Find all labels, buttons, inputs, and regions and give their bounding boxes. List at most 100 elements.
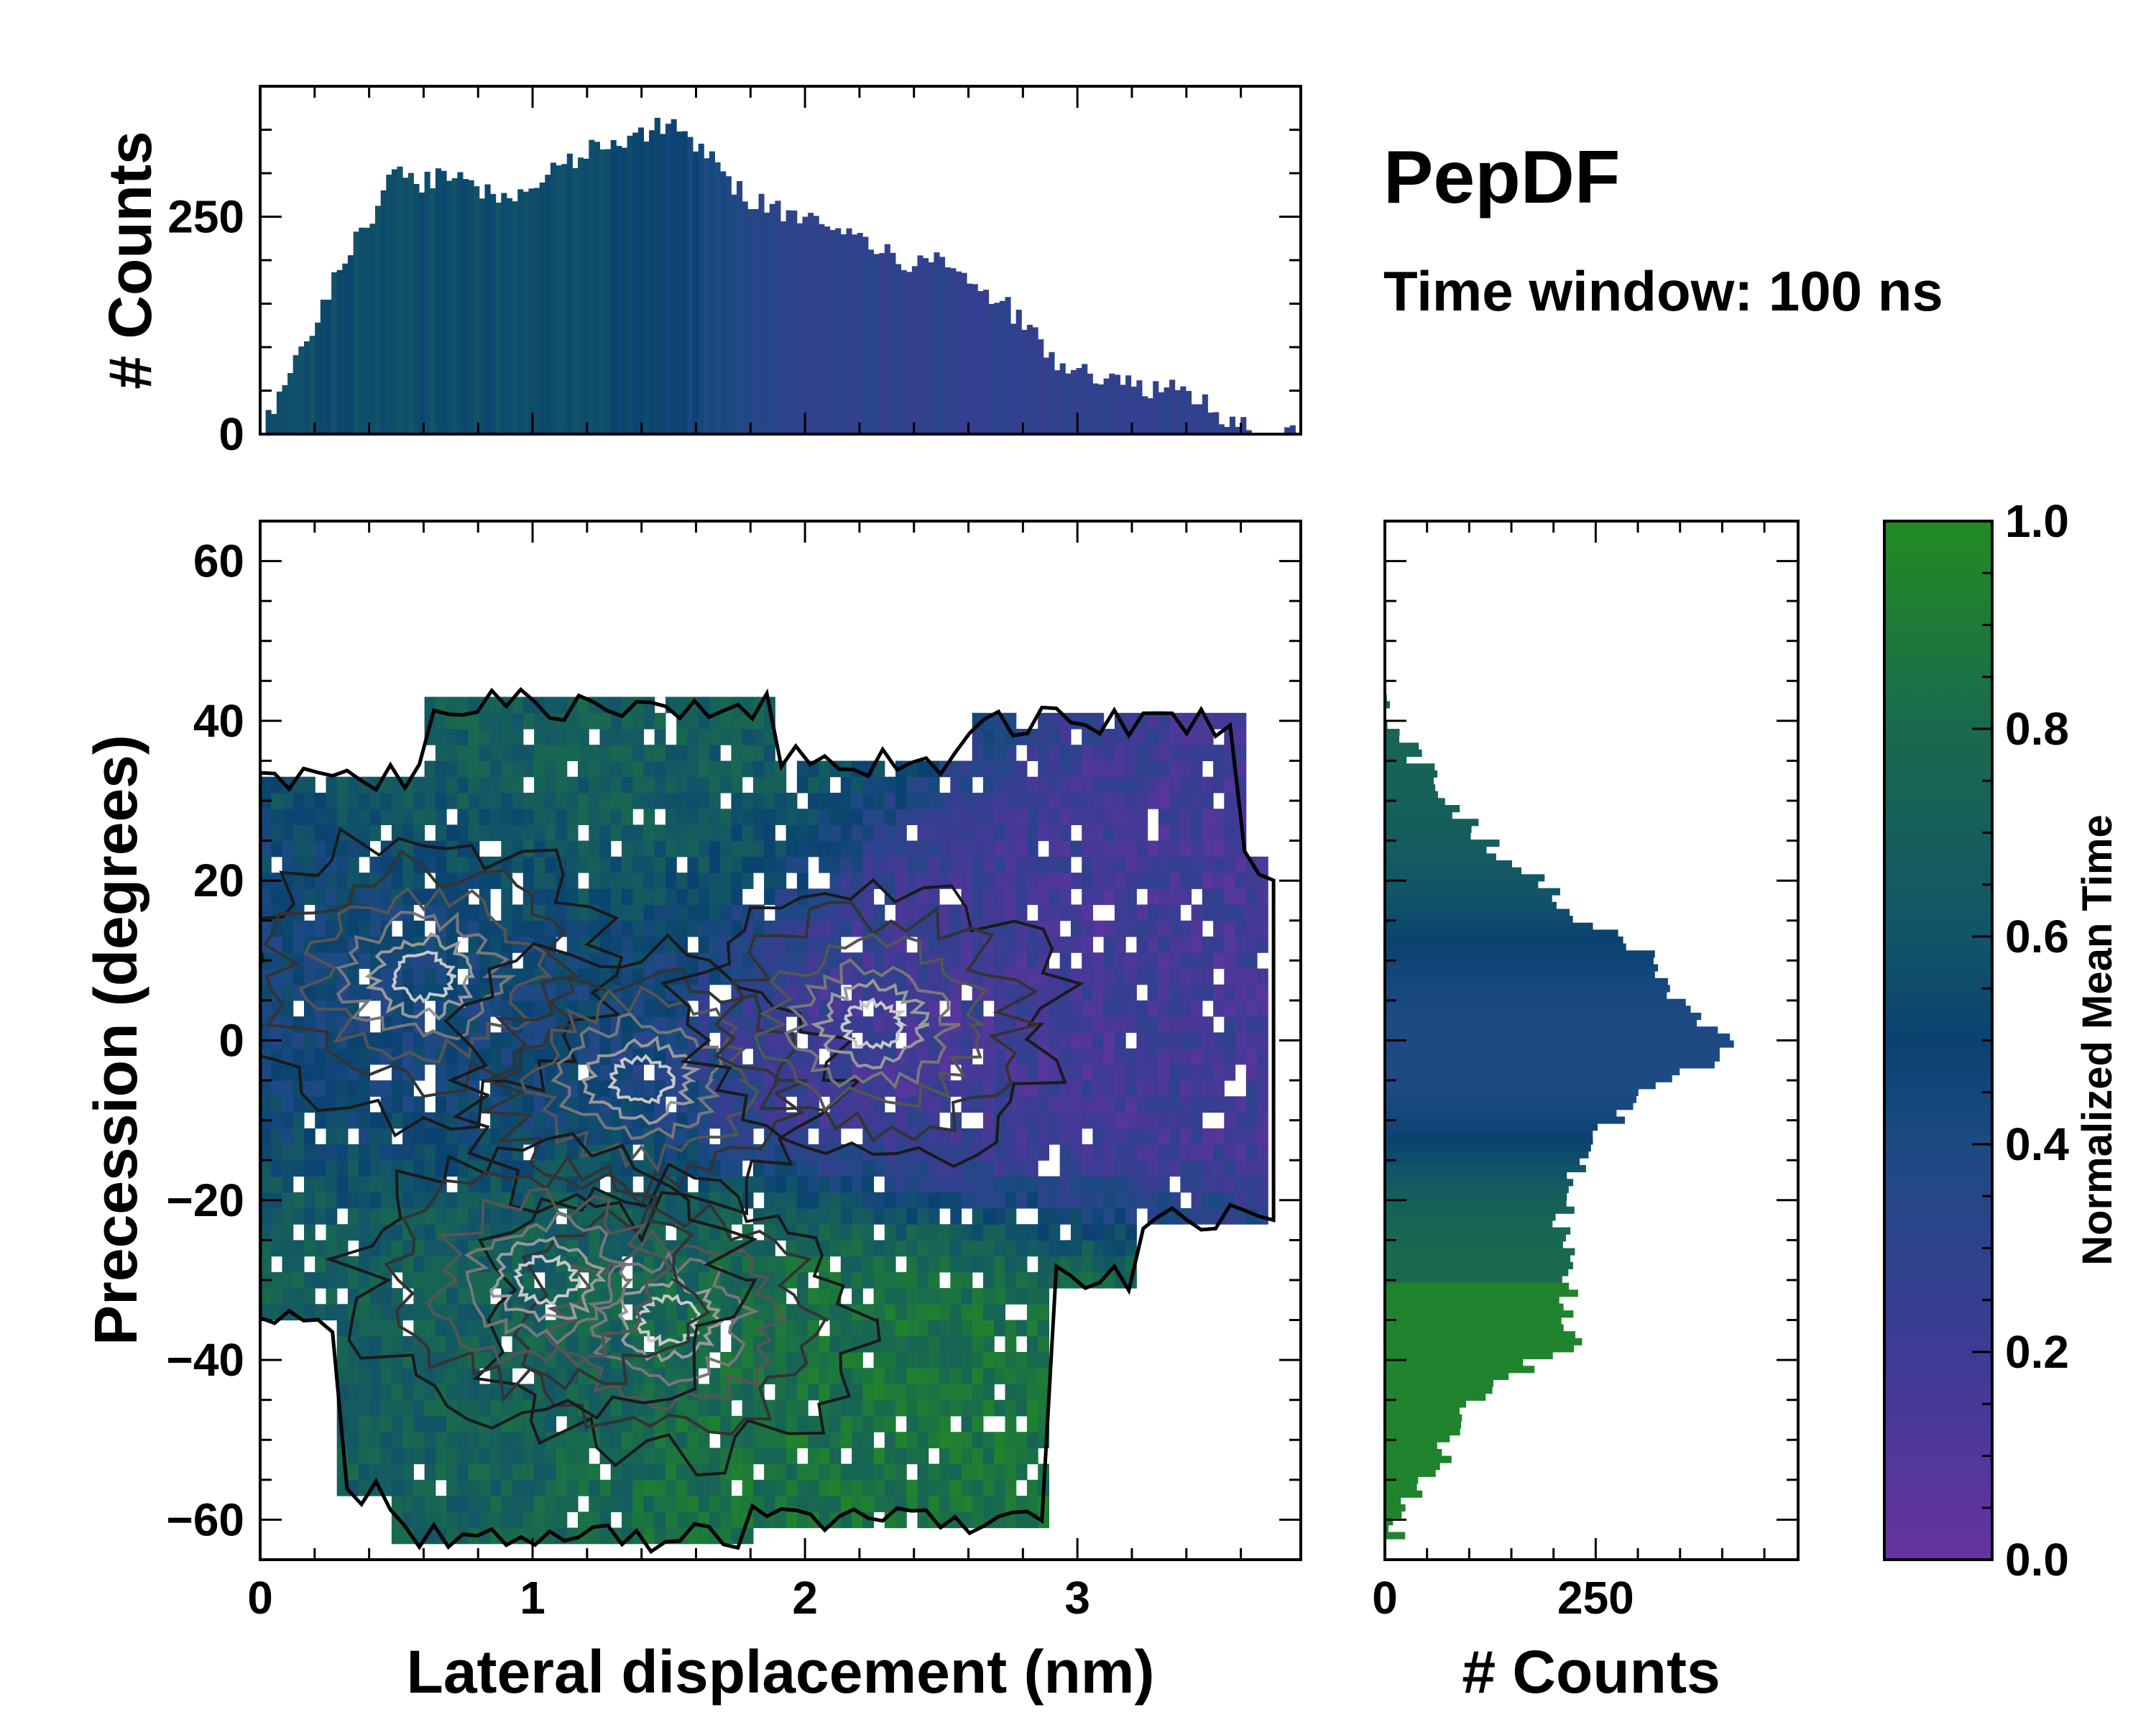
heatmap-cell	[1082, 1176, 1093, 1193]
heatmap-cell	[840, 1399, 852, 1417]
heatmap-cell	[808, 1384, 819, 1401]
heatmap-cell	[304, 1064, 315, 1081]
heatmap-cell	[829, 1384, 842, 1401]
top-hist-bar	[309, 336, 315, 434]
heatmap-cell	[402, 1368, 414, 1384]
heatmap-cell	[413, 1479, 425, 1496]
heatmap-cell	[665, 1304, 677, 1321]
heatmap-cell	[282, 1048, 294, 1065]
heatmap-cell	[1180, 1112, 1192, 1129]
side-hist-bar	[1385, 908, 1570, 916]
heatmap-cell	[369, 1320, 382, 1337]
heatmap-cell	[676, 792, 688, 809]
heatmap-cell	[950, 1463, 962, 1481]
heatmap-cell	[622, 888, 633, 906]
heatmap-cell	[1147, 937, 1159, 953]
heatmap-cell	[435, 904, 447, 921]
heatmap-cell	[1005, 1032, 1017, 1049]
heatmap-cell	[1213, 809, 1225, 825]
heatmap-cell	[1015, 1512, 1028, 1529]
heatmap-cell	[304, 809, 315, 825]
heatmap-cell	[545, 745, 557, 761]
heatmap-cell	[359, 1271, 370, 1289]
heatmap-cell	[1038, 1335, 1049, 1353]
heatmap-cell	[983, 984, 995, 1001]
heatmap-cell	[359, 1352, 370, 1368]
heatmap-cell	[359, 1463, 370, 1481]
heatmap-cell	[950, 1224, 962, 1241]
heatmap-cell	[359, 1448, 370, 1465]
heatmap-cell	[589, 1399, 601, 1417]
heatmap-cell	[862, 1384, 875, 1401]
heatmap-cell	[1103, 1208, 1115, 1225]
heatmap-cell	[939, 1479, 951, 1496]
top-hist-bar	[380, 190, 387, 434]
heatmap-cell	[1158, 1112, 1170, 1129]
heatmap-cell	[873, 1496, 885, 1512]
heatmap-cell	[983, 729, 995, 745]
heatmap-cell	[1202, 824, 1214, 842]
heatmap-cell	[1082, 1256, 1093, 1273]
heatmap-cell	[435, 1016, 447, 1033]
heatmap-cell	[1015, 1432, 1028, 1448]
heatmap-cell	[752, 1512, 765, 1529]
top-hist-bar	[1032, 327, 1038, 434]
heatmap-cell	[950, 904, 962, 921]
top-hist-bar	[271, 413, 277, 434]
heatmap-cell	[994, 1399, 1005, 1417]
heatmap-cell	[1114, 760, 1126, 778]
heatmap-cell	[720, 1096, 732, 1113]
heatmap-cell	[622, 1479, 633, 1496]
heatmap-cell	[622, 760, 633, 778]
heatmap-cell	[545, 696, 557, 714]
heatmap-cell	[1015, 1256, 1028, 1273]
heatmap-cell	[895, 873, 907, 889]
side-hist-bar	[1385, 916, 1573, 924]
heatmap-cell	[994, 1240, 1005, 1257]
side-hist-bar	[1385, 901, 1557, 909]
heatmap-cell	[720, 904, 732, 921]
heatmap-cell	[271, 1096, 282, 1113]
heatmap-cell	[479, 1176, 491, 1193]
heatmap-cell	[643, 840, 655, 857]
heatmap-cell	[501, 1000, 513, 1017]
heatmap-cell	[589, 745, 601, 761]
heatmap-cell	[895, 1479, 907, 1496]
heatmap-cell	[556, 1479, 568, 1496]
heatmap-cell	[1005, 1144, 1017, 1161]
heatmap-cell	[512, 1304, 524, 1321]
top-hist-bar	[994, 303, 1000, 434]
chart-subtitle: Time window: 100 ns	[1383, 259, 1943, 323]
heatmap-cell	[479, 937, 491, 953]
heatmap-cell	[1158, 984, 1170, 1001]
heatmap-cell	[512, 1160, 524, 1177]
heatmap-cell	[347, 1432, 359, 1448]
top-hist-bar	[446, 180, 453, 434]
heatmap-cell	[1180, 968, 1192, 985]
heatmap-cell	[840, 1479, 852, 1496]
heatmap-cell	[1103, 1000, 1115, 1017]
heatmap-cell	[950, 1448, 962, 1465]
heatmap-cell	[1257, 1048, 1268, 1065]
heatmap-cell	[1125, 1112, 1137, 1129]
heatmap-cell	[1169, 904, 1181, 921]
heatmap-cell	[1082, 1064, 1093, 1081]
heatmap-cell	[424, 856, 436, 873]
heatmap-cell	[950, 856, 962, 873]
heatmap-cell	[380, 1335, 392, 1353]
heatmap-cell	[687, 729, 699, 745]
heatmap-cell	[1224, 1000, 1236, 1017]
heatmap-cell	[1015, 1224, 1028, 1241]
heatmap-cell	[632, 729, 644, 745]
heatmap-cell	[852, 776, 863, 794]
heatmap-cell	[282, 1096, 294, 1113]
heatmap-cell	[1026, 1128, 1038, 1145]
heatmap-cell	[1059, 1112, 1072, 1129]
heatmap-cell	[435, 729, 447, 745]
heatmap-cell	[884, 1192, 896, 1209]
heatmap-cell	[315, 937, 326, 953]
heatmap-cell	[1114, 1271, 1126, 1289]
heatmap-cell	[698, 760, 710, 778]
side-hist-bar	[1385, 1310, 1574, 1318]
